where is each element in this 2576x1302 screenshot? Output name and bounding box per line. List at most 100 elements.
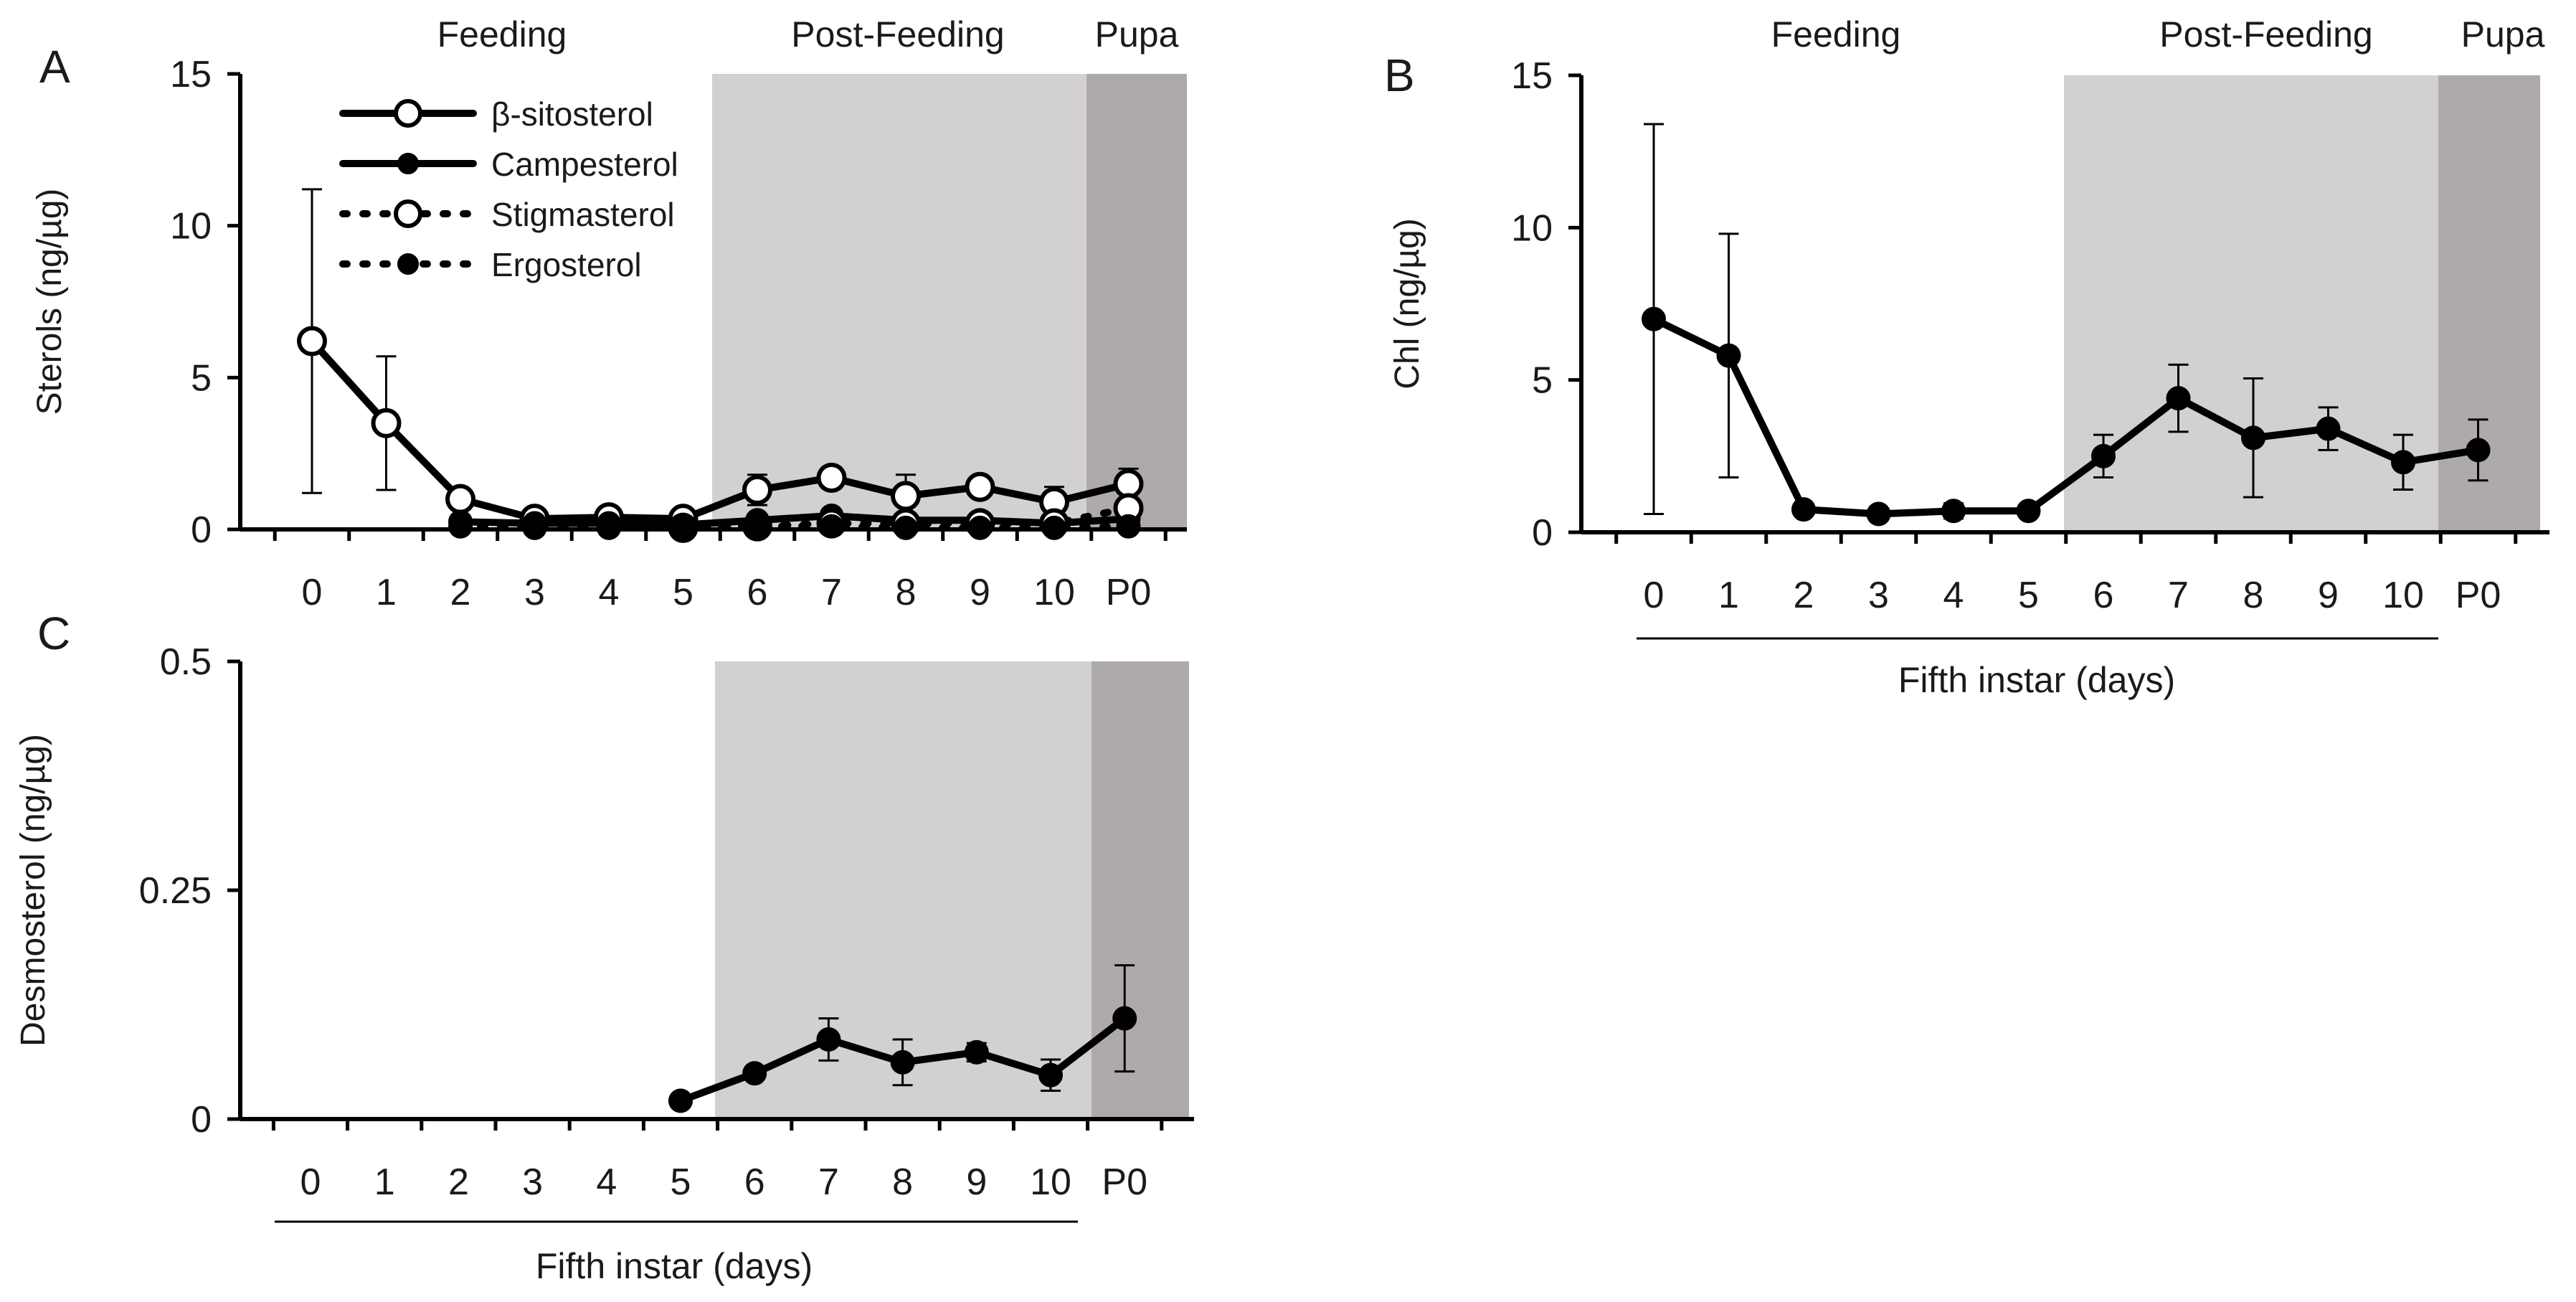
data-point: [671, 515, 696, 540]
pupa-shade: [1086, 74, 1187, 529]
data-point: [1941, 499, 1966, 524]
data-point: [967, 515, 993, 540]
data-point: [2016, 499, 2041, 524]
data-point: [816, 463, 847, 494]
y-tick-label: 5: [1532, 360, 1553, 402]
y-axis-title: Sterols (ng/µg): [31, 189, 69, 415]
x-tick-label: 4: [596, 1161, 617, 1203]
x-tick-label: 2: [448, 1161, 469, 1203]
x-tick-label: 0: [300, 1161, 321, 1203]
x-tick-label: P0: [1106, 572, 1152, 613]
data-point: [1112, 1006, 1137, 1031]
x-tick-label: 3: [1868, 575, 1889, 616]
series-line: [457, 511, 1132, 529]
x-tick-label: 0: [302, 572, 323, 613]
panel-c: C 0 0.25 0.5 Desmosterol (ng/µg) 0 1 2 3 4 5 6 7 8 9 10…: [14, 608, 1194, 1286]
panel-label: A: [39, 41, 70, 93]
series-chl: [1642, 123, 2491, 527]
legend-marker: [394, 199, 422, 228]
data-point: [597, 515, 621, 540]
x-axis-title: Fifth instar (days): [536, 1246, 813, 1286]
data-point: [297, 326, 327, 357]
data-point: [448, 514, 473, 539]
y-axis-title: Desmosterol (ng/µg): [14, 734, 52, 1047]
data-point: [816, 1027, 841, 1052]
data-point: [371, 407, 402, 438]
x-tick-label: 1: [374, 1161, 395, 1203]
panel-label: C: [37, 608, 70, 659]
x-tick-label: 4: [599, 572, 620, 613]
x-tick-label: 3: [522, 1161, 543, 1203]
legend-label: Stigmasterol: [491, 196, 675, 233]
phase-label-post-feeding: Post-Feeding: [791, 14, 1004, 55]
data-point: [1113, 468, 1144, 499]
x-tick-label: 6: [2093, 575, 2114, 616]
x-tick-label: 8: [892, 1161, 913, 1203]
y-tick-label: 5: [191, 357, 212, 399]
post-feeding-shade: [712, 74, 1086, 529]
pupa-shade: [1092, 661, 1189, 1119]
series-line: [1650, 315, 2482, 518]
phase-label-pupa: Pupa: [1095, 14, 1179, 55]
phase-label-feeding: Feeding: [1771, 14, 1901, 55]
x-tick-label: 9: [970, 572, 990, 613]
x-tick-label: 6: [747, 572, 768, 613]
x-tick-label: P0: [1102, 1161, 1147, 1203]
data-point: [1642, 306, 1666, 331]
legend-label: β-sitosterol: [491, 95, 653, 133]
data-point: [965, 471, 995, 502]
x-tick-label: 5: [2018, 575, 2039, 616]
y-tick-label: 0: [1532, 512, 1553, 554]
data-point: [2166, 386, 2191, 411]
data-point: [1038, 1062, 1063, 1088]
panel-a: Feeding Post-Feeding Pupa A 0 5 10 15 Sterols (n…: [31, 14, 1187, 613]
x-tick-label: 3: [524, 572, 545, 613]
x-tick-label: 6: [744, 1161, 765, 1203]
x-tick-label: 7: [818, 1161, 839, 1203]
phase-label-feeding: Feeding: [437, 14, 567, 55]
x-tick-label: 9: [966, 1161, 987, 1203]
data-point: [1042, 515, 1066, 540]
legend-label: Ergosterol: [491, 246, 642, 283]
x-tick-label: 10: [2382, 575, 2424, 616]
data-point: [2466, 438, 2491, 463]
data-point: [668, 1088, 693, 1113]
data-point: [742, 1061, 767, 1086]
y-tick-label: 10: [170, 206, 212, 247]
x-tick-label: 7: [2168, 575, 2189, 616]
legend-label: Campesterol: [491, 146, 678, 183]
x-tick-label: 8: [896, 572, 917, 613]
data-point: [2391, 450, 2415, 475]
legend: β-sitosterol Campesterol Stigmasterol Ergos…: [339, 95, 678, 283]
data-point: [742, 474, 772, 505]
x-tick-label: 10: [1030, 1161, 1071, 1203]
y-tick-label: 15: [170, 54, 212, 95]
y-axis-title: Chl (ng/µg): [1388, 218, 1426, 389]
legend-marker: [397, 253, 419, 275]
y-tick-label: 0.25: [139, 870, 212, 912]
phase-label-post-feeding: Post-Feeding: [2159, 14, 2372, 55]
x-tick-label: 0: [1644, 575, 1665, 616]
y-tick-label: 10: [1511, 207, 1553, 249]
data-point: [445, 483, 475, 514]
legend-marker: [397, 153, 419, 174]
x-tick-label: 7: [821, 572, 842, 613]
data-point: [2091, 443, 2116, 468]
data-point: [1716, 343, 1741, 368]
data-point: [964, 1039, 989, 1065]
panel-label: B: [1384, 49, 1415, 101]
phase-label-pupa: Pupa: [2461, 14, 2545, 55]
data-point: [1866, 501, 1891, 527]
data-point: [522, 515, 547, 540]
data-point: [745, 514, 770, 539]
post-feeding-shade: [2064, 75, 2438, 532]
x-tick-label: 2: [1794, 575, 1814, 616]
x-tick-label: 5: [673, 572, 693, 613]
y-tick-label: 0: [191, 1099, 212, 1141]
series-ergosterol: [448, 514, 1141, 540]
pupa-shade: [2438, 75, 2540, 532]
data-point: [890, 1049, 915, 1075]
data-point: [2316, 416, 2341, 441]
